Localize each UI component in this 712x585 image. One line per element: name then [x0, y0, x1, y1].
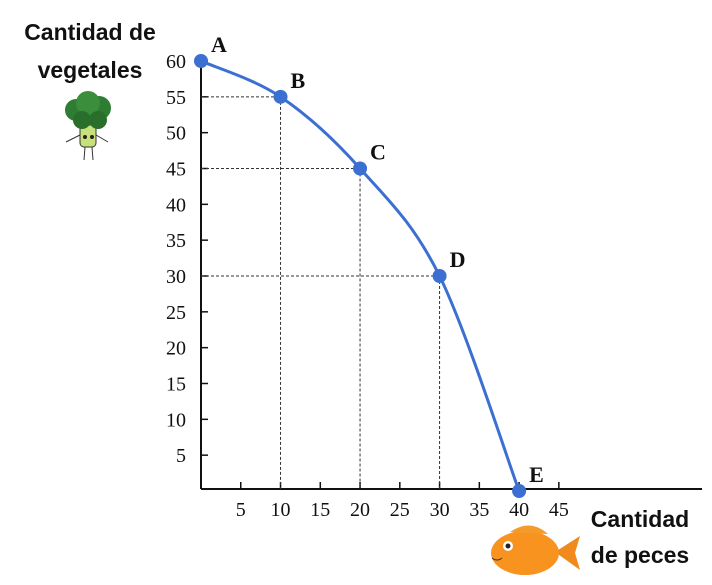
point: [194, 54, 208, 68]
broccoli-icon: [65, 91, 111, 161]
y-axis-label: Cantidad de: [24, 19, 156, 45]
x-tick-label: 30: [430, 499, 450, 521]
y-tick-label: 60: [166, 51, 186, 73]
point: [353, 161, 368, 176]
y-tick-label: 45: [166, 159, 186, 181]
x-tick-label: 35: [469, 499, 489, 521]
y-tick-label: 15: [166, 374, 186, 396]
y-tick-label: 10: [166, 409, 186, 431]
y-axis-label: vegetales: [38, 57, 143, 83]
x-tick-label: 45: [549, 499, 569, 521]
point: [512, 484, 527, 498]
x-tick-label: 10: [271, 499, 291, 521]
point-label: C: [370, 140, 386, 165]
y-tick-label: 20: [166, 338, 186, 360]
curve: [200, 59, 521, 492]
x-axis-label: de peces: [591, 542, 689, 568]
y-tick-label: 30: [166, 266, 186, 288]
point-label: E: [529, 462, 544, 487]
x-tick-label: 40: [509, 499, 529, 521]
x-tick-label: 25: [390, 499, 410, 521]
point-label: D: [450, 247, 466, 272]
y-tick-label: 50: [166, 123, 186, 145]
fish-icon: [491, 525, 580, 575]
point: [273, 89, 288, 104]
y-tick-label: 35: [166, 230, 186, 252]
x-tick-label: 5: [236, 499, 246, 521]
y-tick-label: 55: [166, 87, 186, 109]
y-tick-label: 25: [166, 302, 186, 324]
x-tick-label: 20: [350, 499, 370, 521]
y-tick-label: 5: [176, 445, 186, 467]
y-tick-label: 40: [166, 194, 186, 216]
x-axis-label: Cantidad: [591, 506, 689, 532]
x-tick-label: 15: [310, 499, 330, 521]
point-label: B: [291, 68, 306, 93]
point-label: A: [211, 32, 227, 57]
point: [432, 269, 447, 283]
